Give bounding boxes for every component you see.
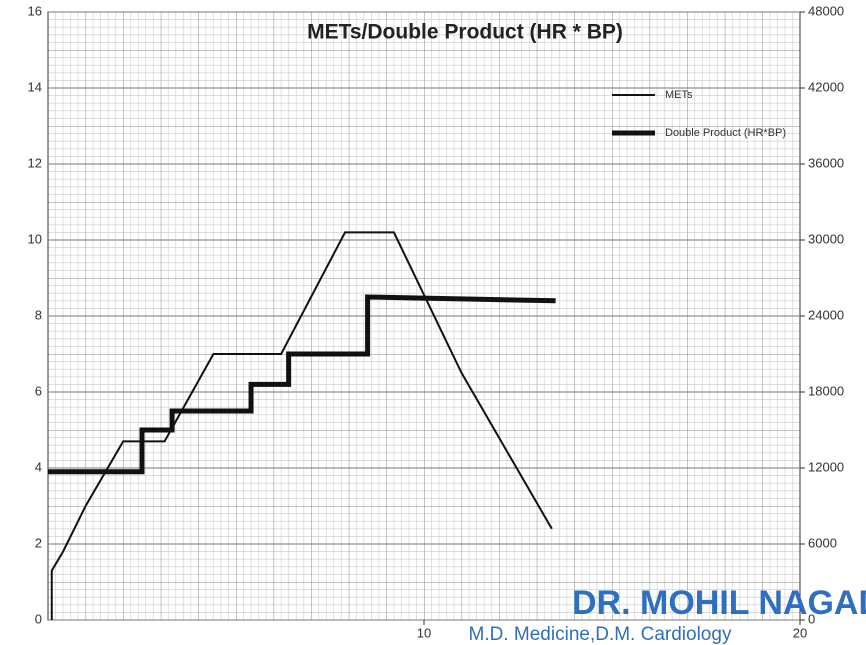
y-tick-label: 8 xyxy=(35,307,42,322)
stamp-subtitle: M.D. Medicine,D.M. Cardiology xyxy=(469,624,732,645)
x-tick-label: 20 xyxy=(793,625,807,640)
legend-label: METs xyxy=(665,89,693,101)
y2-tick-label: 24000 xyxy=(808,307,844,322)
y-tick-label: 6 xyxy=(35,383,42,398)
y-tick-label: 2 xyxy=(35,535,42,550)
data-line xyxy=(50,231,553,620)
y-tick-label: 12 xyxy=(28,155,42,170)
y2-tick-label: 30000 xyxy=(808,231,844,246)
legend-label: Double Product (HR*BP) xyxy=(665,127,786,139)
y-tick-label: 10 xyxy=(28,231,42,246)
y-tick-label: 14 xyxy=(28,79,42,94)
y2-tick-label: 36000 xyxy=(808,155,844,170)
y-tick-label: 0 xyxy=(35,611,42,626)
y-tick-label: 4 xyxy=(35,459,42,474)
y2-tick-label: 12000 xyxy=(808,459,844,474)
y2-tick-label: 18000 xyxy=(808,383,844,398)
y2-tick-label: 48000 xyxy=(808,3,844,18)
y2-tick-label: 0 xyxy=(808,611,815,626)
y2-tick-label: 6000 xyxy=(808,535,837,550)
x-tick-label: 10 xyxy=(417,625,431,640)
stamp-name: DR. MOHIL NAGAD xyxy=(572,584,866,622)
chart-title: METs/Double Product (HR * BP) xyxy=(307,21,623,44)
data-line xyxy=(48,294,556,475)
y-tick-label: 16 xyxy=(28,3,42,18)
y2-tick-label: 42000 xyxy=(808,79,844,94)
